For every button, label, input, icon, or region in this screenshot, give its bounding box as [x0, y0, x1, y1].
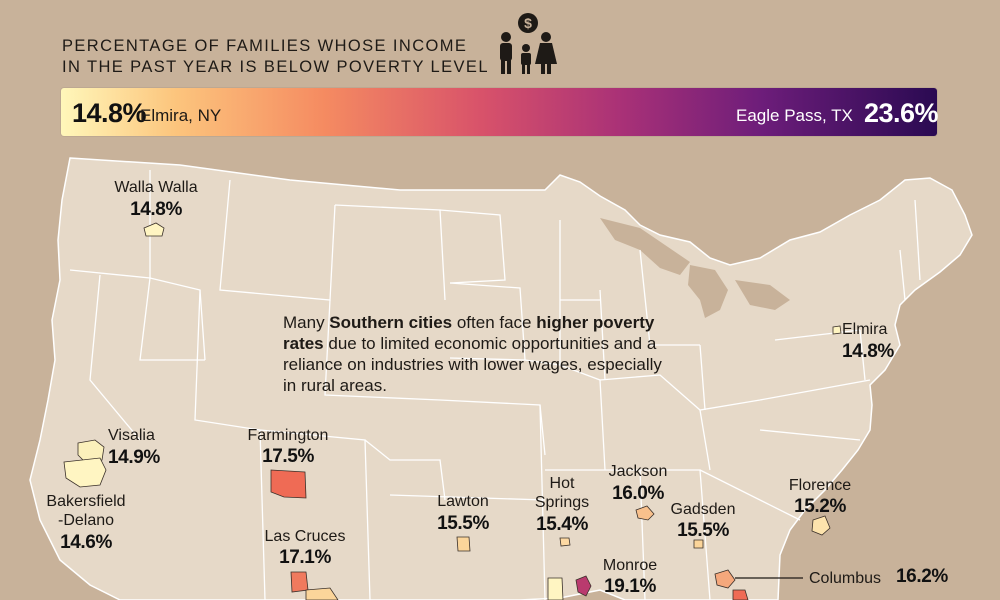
label-farmington-name: Farmington: [247, 427, 329, 444]
note-text-1: Many: [283, 313, 330, 332]
metro-walla-walla: [143, 222, 165, 237]
great-lakes: [600, 218, 790, 318]
title-line-2: IN THE PAST YEAR IS BELOW POVERTY LEVEL: [62, 58, 489, 76]
note-text-3: due to limited economic opportunities an…: [283, 334, 662, 395]
label-gadsden-value: 15.5%: [677, 520, 729, 541]
legend-color-bar: [61, 88, 937, 136]
label-florence-name: Florence: [788, 477, 852, 494]
us-landmass: [29, 157, 973, 600]
note-text-2: often face: [452, 313, 537, 332]
legend-max-city: Eagle Pass, TX: [736, 106, 853, 125]
annotation-note: Many Southern cities often face higher p…: [283, 312, 673, 396]
metro-lawton: [456, 536, 471, 552]
label-lawton-name: Lawton: [437, 493, 489, 510]
note-bold-1: Southern cities: [329, 313, 453, 332]
label-bakersfield-name-2: -Delano: [57, 512, 115, 529]
label-jackson-name: Jackson: [608, 463, 668, 480]
label-las-cruces-name: Las Cruces: [264, 528, 346, 545]
chart-title: PERCENTAGE OF FAMILIES WHOSE INCOME IN T…: [62, 36, 492, 78]
label-jackson-value: 16.0%: [612, 483, 664, 504]
legend-max-value: 23.6%: [864, 98, 939, 128]
label-las-cruces-value: 17.1%: [279, 547, 331, 568]
metro-farmington: [270, 469, 307, 499]
family-money-icon: $: [500, 13, 557, 74]
label-walla-walla-value: 14.8%: [130, 199, 182, 220]
label-lawton-value: 15.5%: [437, 513, 489, 534]
label-bakersfield-value: 14.6%: [60, 532, 112, 553]
metro-jackson: [635, 505, 655, 521]
metro-columbus-south: [732, 589, 749, 600]
label-visalia-name: Visalia: [108, 427, 155, 444]
metro-hot-springs: [559, 537, 571, 547]
label-monroe-name: Monroe: [602, 557, 658, 574]
label-columbus-name: Columbus: [809, 570, 882, 587]
label-gadsden-name: Gadsden: [670, 501, 736, 518]
metro-visalia: [77, 439, 105, 463]
metro-monroe-neighbor: [547, 577, 564, 600]
svg-text:$: $: [524, 15, 532, 31]
note-bold-2: higher poverty rates: [283, 313, 655, 353]
metro-bakersfield: [63, 457, 107, 488]
legend-min-city: Elmira, NY: [140, 106, 222, 125]
label-columbus-value: 16.2%: [896, 566, 948, 587]
metro-gadsden: [693, 539, 704, 549]
label-hot-springs-name-1: Hot: [549, 475, 575, 492]
label-elmira-value: 14.8%: [842, 341, 894, 362]
metro-columbus: [714, 569, 736, 589]
label-visalia-value: 14.9%: [108, 447, 160, 468]
label-hot-springs-value: 15.4%: [536, 514, 588, 535]
label-farmington-value: 17.5%: [262, 446, 314, 467]
metro-elmira: [832, 325, 842, 335]
metro-monroe: [575, 575, 592, 597]
label-bakersfield-name-1: Bakersfield: [46, 493, 126, 510]
title-line-1: PERCENTAGE OF FAMILIES WHOSE INCOME: [62, 37, 468, 55]
label-hot-springs-name-2: Springs: [534, 494, 590, 511]
label-elmira-name: Elmira: [842, 321, 888, 338]
metro-florence: [811, 515, 831, 536]
metro-las-cruces: [290, 571, 309, 593]
legend-min-value: 14.8%: [72, 98, 147, 128]
label-florence-value: 15.2%: [794, 496, 846, 517]
label-walla-walla-name: Walla Walla: [114, 179, 198, 196]
state-borders: [69, 170, 921, 600]
label-monroe-value: 19.1%: [604, 576, 656, 597]
metro-las-cruces-ext: [305, 587, 339, 600]
